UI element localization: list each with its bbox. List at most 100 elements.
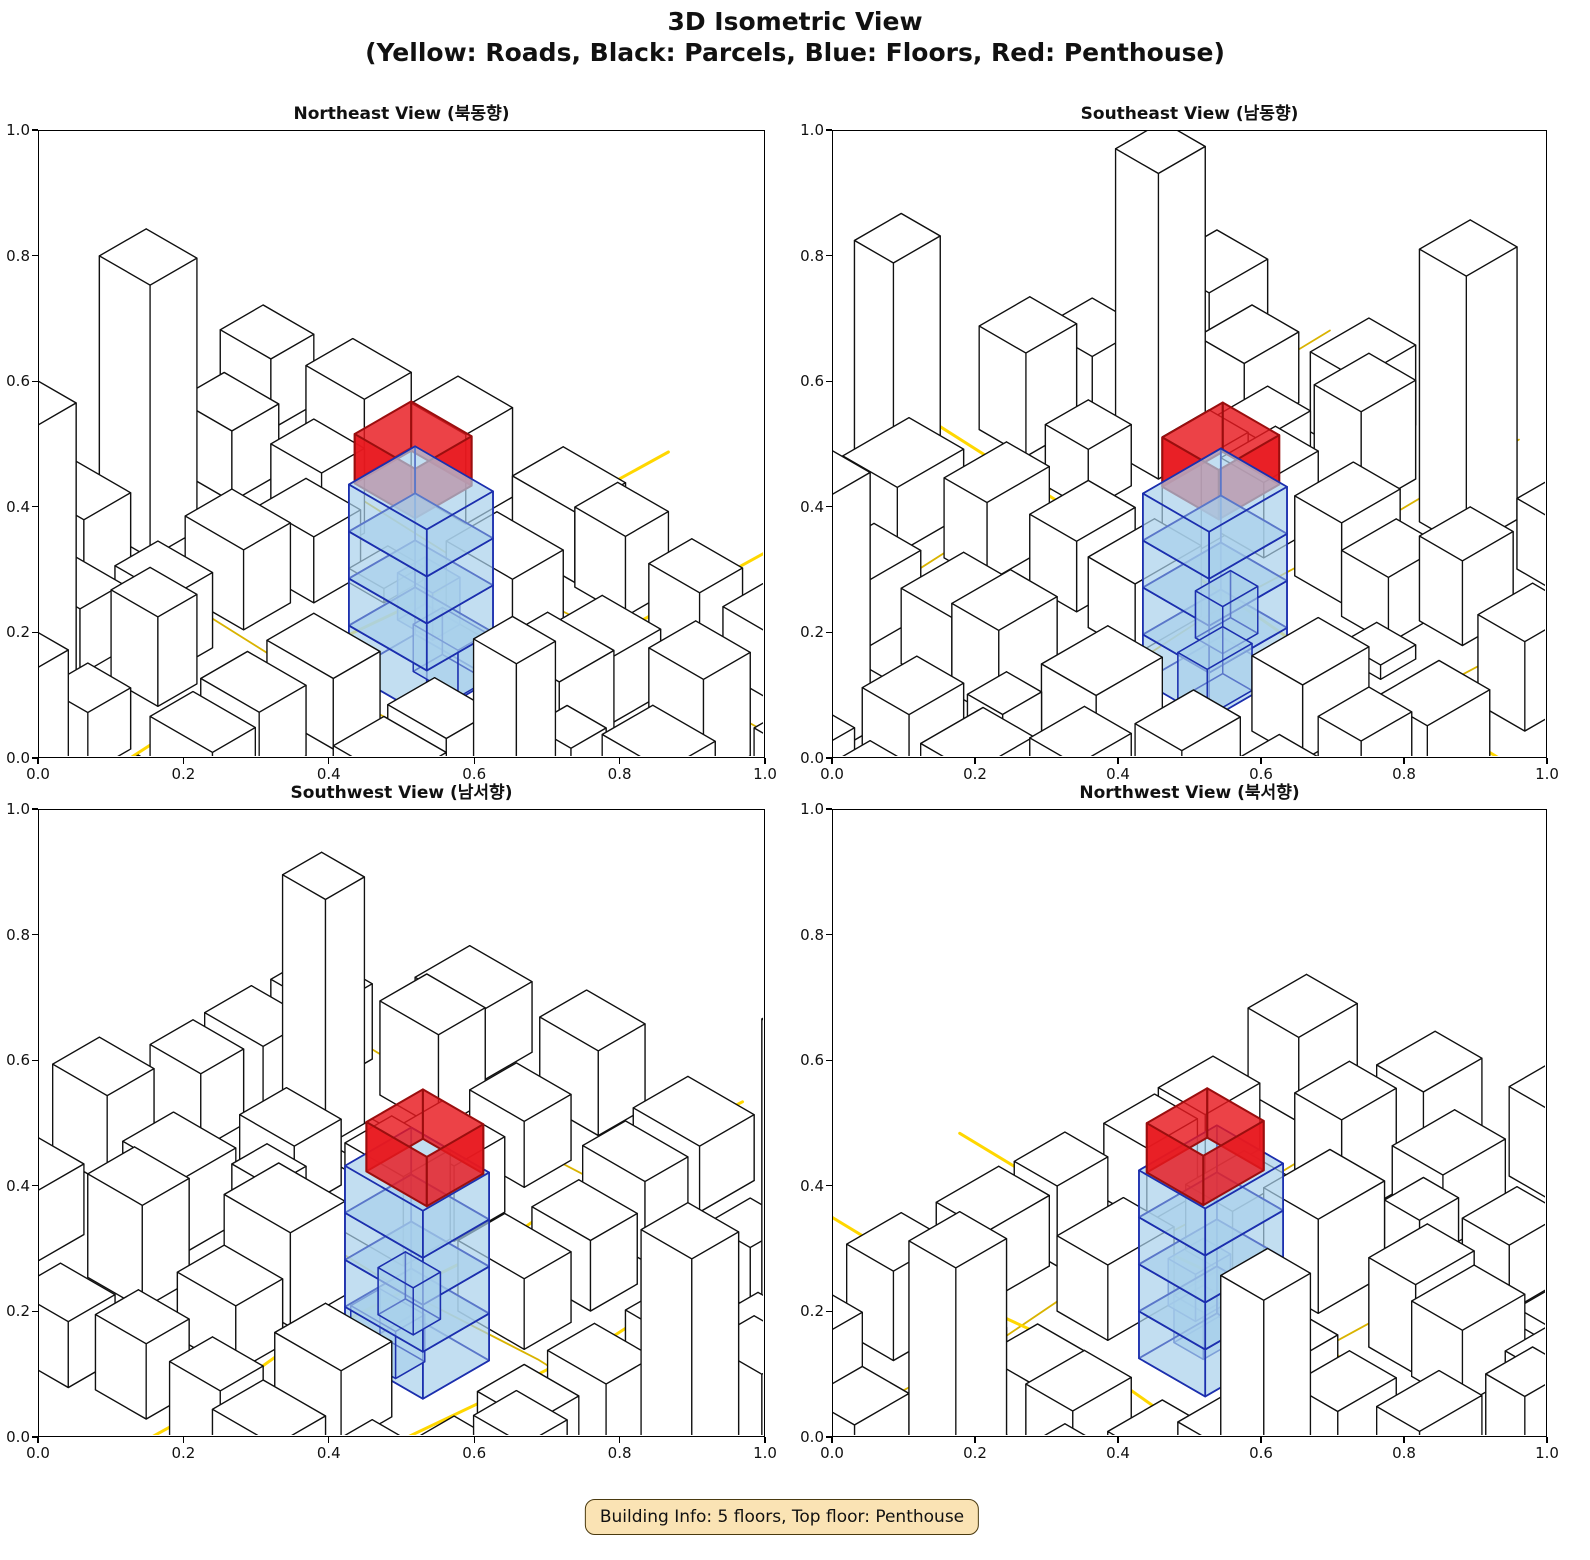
y-tick-label: 0.6	[800, 372, 824, 391]
y-tick-mark	[32, 129, 38, 131]
x-tick-mark	[831, 1437, 833, 1443]
y-tick-label: 0.0	[800, 1428, 824, 1446]
x-tick-mark	[473, 1437, 475, 1443]
y-tick-mark	[32, 1185, 38, 1187]
x-tick-label: 0.8	[607, 1444, 632, 1462]
x-tick-label: 0.4	[1106, 1444, 1130, 1462]
y-tick-label: 0.8	[6, 246, 30, 265]
building-info-badge: Building Info: 5 floors, Top floor: Pent…	[584, 1499, 980, 1535]
x-tick-mark	[328, 758, 330, 764]
x-tick-mark	[1117, 1437, 1119, 1443]
x-tick-mark	[974, 758, 976, 764]
subplot-southeast: Southeast View (남동향) 0.0 0.0 0.2 0.2 0.4 0.4 0…	[800, 104, 1559, 783]
x-tick-mark	[182, 758, 185, 764]
y-tick-label: 0.8	[6, 925, 30, 944]
y-tick-label: 0.2	[6, 1302, 30, 1321]
x-tick-mark	[1260, 758, 1262, 764]
x-tick-mark	[182, 1437, 185, 1443]
x-tick-mark	[1260, 1437, 1262, 1443]
y-tick-label: 0.4	[6, 497, 30, 516]
isometric-scene-northwest	[833, 973, 1545, 1435]
x-tick-label: 0.6	[462, 1444, 487, 1462]
y-tick-mark	[32, 380, 38, 382]
y-tick-label: 0.8	[800, 246, 824, 265]
x-tick-label: 0.6	[1249, 765, 1273, 783]
x-tick-label: 0.8	[607, 765, 632, 783]
x-tick-label: 0.0	[820, 765, 844, 783]
y-tick-mark	[826, 1310, 832, 1313]
y-tick-mark	[32, 254, 38, 257]
y-tick-mark	[32, 631, 38, 634]
y-tick-label: 1.0	[800, 121, 824, 139]
x-tick-mark	[974, 1437, 976, 1443]
y-tick-label: 0.4	[800, 497, 824, 516]
x-tick-mark	[1546, 758, 1548, 764]
y-tick-mark	[826, 1436, 832, 1438]
x-tick-mark	[1546, 1437, 1548, 1443]
figure-title-line2: (Yellow: Roads, Black: Parcels, Blue: Fl…	[365, 38, 1225, 67]
y-tick-mark	[826, 1185, 832, 1187]
x-tick-mark	[618, 1437, 621, 1443]
x-tick-label: 0.8	[1392, 765, 1416, 783]
plot-area-southeast	[832, 130, 1547, 758]
x-tick-label: 0.0	[26, 765, 50, 783]
isometric-scene-southwest	[39, 851, 763, 1435]
x-tick-label: 0.0	[820, 1444, 844, 1462]
y-tick-mark	[826, 380, 832, 382]
x-tick-mark	[764, 1437, 766, 1443]
isometric-scene-northeast	[39, 228, 763, 756]
plot-area-northwest	[832, 809, 1547, 1437]
y-tick-label: 1.0	[800, 800, 824, 818]
y-tick-mark	[826, 1059, 832, 1061]
y-tick-label: 0.6	[6, 1051, 30, 1070]
x-tick-mark	[1403, 1437, 1405, 1443]
subplot-southwest: Southwest View (남서향) 0.0 0.0 0.2 0.2 0.4 0.4 0…	[6, 783, 777, 1462]
y-tick-mark	[826, 129, 832, 131]
y-tick-label: 0.0	[800, 749, 824, 767]
x-tick-label: 0.8	[1392, 1444, 1416, 1462]
y-tick-mark	[826, 506, 832, 508]
y-tick-label: 1.0	[6, 800, 30, 818]
plot-area-northeast	[38, 130, 765, 758]
subplot-northwest: Northwest View (북서향) 0.0 0.0 0.2 0.2 0.4 0.4 0…	[800, 783, 1559, 1462]
x-tick-label: 1.0	[753, 1444, 777, 1462]
isometric-scene-southeast	[833, 131, 1545, 756]
x-tick-label: 0.6	[462, 765, 487, 783]
figure-title-line1: 3D Isometric View	[667, 7, 923, 36]
y-tick-label: 0.6	[6, 372, 30, 391]
x-tick-label: 0.2	[171, 765, 196, 783]
x-tick-label: 1.0	[753, 765, 777, 783]
y-tick-mark	[826, 631, 832, 634]
y-tick-mark	[826, 933, 832, 936]
x-tick-mark	[1403, 758, 1405, 764]
x-tick-mark	[328, 1437, 330, 1443]
x-tick-mark	[764, 758, 766, 764]
x-tick-label: 0.6	[1249, 1444, 1273, 1462]
y-tick-label: 0.2	[6, 623, 30, 642]
plot-area-southwest	[38, 809, 765, 1437]
y-tick-mark	[32, 506, 38, 508]
subplot-title-southeast: Southeast View (남동향)	[1080, 104, 1299, 124]
subplot-title-northeast: Northeast View (북동향)	[293, 104, 510, 124]
subplot-title-southwest: Southwest View (남서향)	[290, 783, 513, 803]
x-tick-mark	[1117, 758, 1119, 764]
x-tick-mark	[618, 758, 621, 764]
y-tick-label: 0.6	[800, 1051, 824, 1070]
subplot-title-northwest: Northwest View (북서향)	[1079, 783, 1300, 803]
y-tick-label: 0.4	[6, 1176, 30, 1195]
figure-title: 3D Isometric View (Yellow: Roads, Black:…	[0, 6, 1590, 68]
x-tick-label: 1.0	[1535, 765, 1559, 783]
y-tick-label: 0.2	[800, 1302, 824, 1321]
y-tick-mark	[826, 808, 832, 810]
y-tick-mark	[32, 1310, 38, 1313]
x-tick-label: 0.2	[171, 1444, 196, 1462]
y-tick-mark	[826, 757, 832, 759]
y-tick-label: 1.0	[6, 121, 30, 139]
x-tick-label: 0.4	[1106, 765, 1130, 783]
x-tick-mark	[37, 1437, 39, 1443]
y-tick-label: 0.0	[6, 1428, 30, 1446]
x-tick-label: 0.2	[963, 1444, 987, 1462]
x-tick-label: 0.4	[316, 765, 341, 783]
x-tick-mark	[831, 758, 833, 764]
y-tick-mark	[32, 757, 38, 759]
